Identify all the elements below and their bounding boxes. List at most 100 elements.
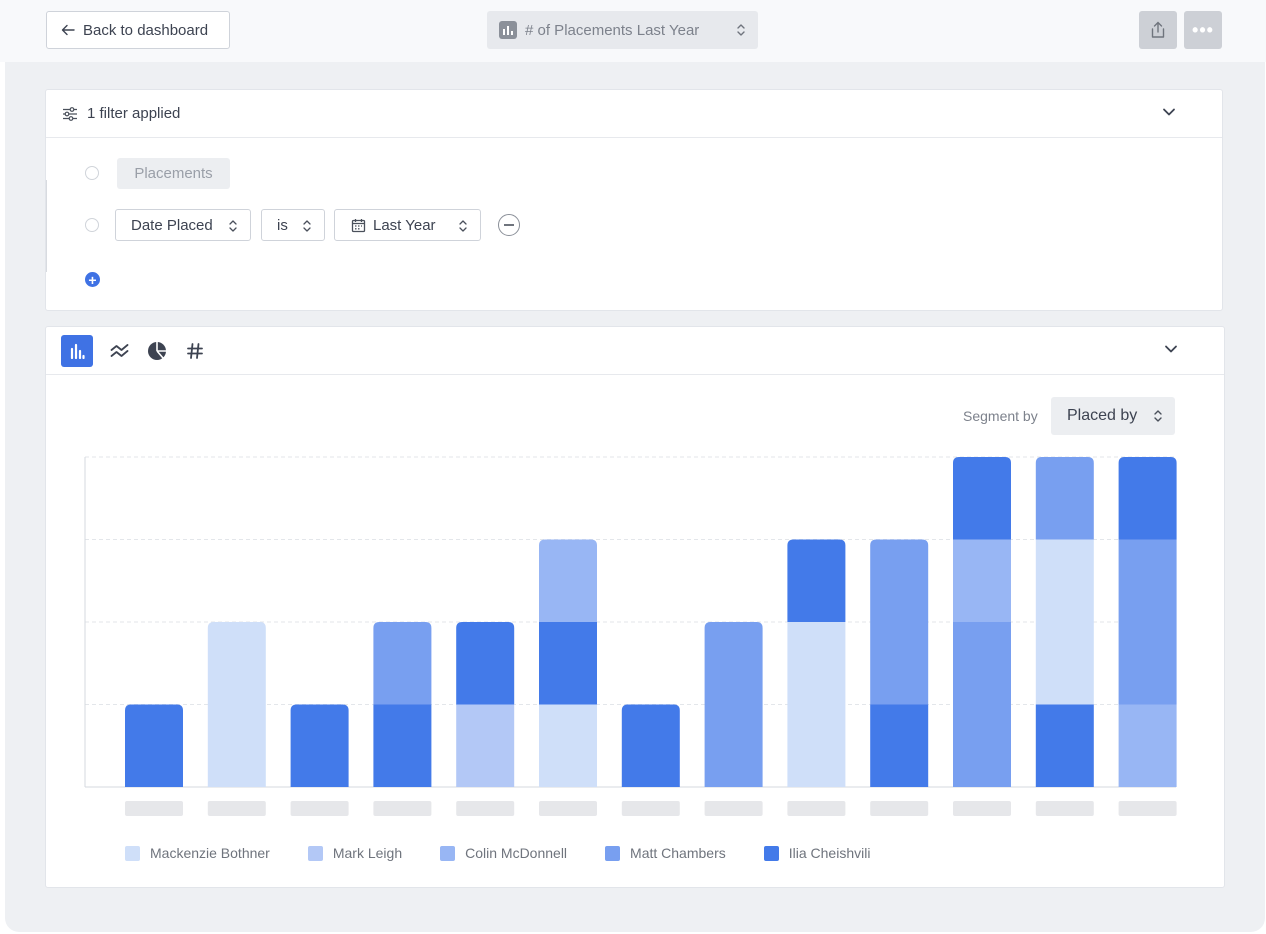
x-tick-label-placeholder xyxy=(125,801,183,816)
sliders-icon xyxy=(63,106,77,121)
x-tick-label-placeholder xyxy=(704,801,763,816)
chart-type-pie-button[interactable] xyxy=(141,335,173,367)
legend-label: Colin McDonnell xyxy=(465,845,568,861)
calendar-icon xyxy=(351,218,366,232)
segment-by-select[interactable]: Placed by xyxy=(1051,397,1175,435)
filter-value-label: Last Year xyxy=(373,216,436,234)
tree-node xyxy=(85,218,99,232)
bar-segment xyxy=(125,704,183,787)
bar-segment xyxy=(373,704,432,787)
back-button-label: Back to dashboard xyxy=(83,21,209,39)
chart-type-number-button[interactable] xyxy=(179,335,211,367)
number-icon xyxy=(187,343,203,359)
legend-swatch xyxy=(763,845,779,861)
bar-segment xyxy=(539,704,597,787)
bar-segment xyxy=(870,704,929,787)
bar-segment xyxy=(207,622,266,787)
bar-segment xyxy=(456,622,515,705)
bar-segment xyxy=(1118,457,1177,540)
bar-segment xyxy=(1035,704,1094,787)
segment-by-label: Segment by xyxy=(963,408,1038,424)
x-tick-label-placeholder xyxy=(539,801,597,816)
pie-chart-icon xyxy=(148,341,167,360)
filter-operator-label: is xyxy=(277,216,288,234)
entity-chip: Placements xyxy=(117,158,230,189)
more-options-button[interactable]: ••• xyxy=(1184,11,1222,49)
legend-swatch xyxy=(440,845,456,861)
top-bar: Back to dashboard # of Placements Last Y… xyxy=(0,0,1266,62)
chart-panel xyxy=(45,326,1225,888)
x-tick-label-placeholder xyxy=(953,801,1011,816)
filter-summary: 1 filter applied xyxy=(87,105,181,122)
x-tick-label-placeholder xyxy=(456,801,515,816)
chart-type-bar-button[interactable] xyxy=(61,335,93,367)
bar-segment xyxy=(539,622,597,705)
filters-header[interactable]: 1 filter applied xyxy=(46,90,1222,138)
legend-item: Mackenzie Bothner xyxy=(125,845,270,861)
filter-operator-select[interactable]: is xyxy=(261,209,325,241)
bar-chart-icon xyxy=(70,343,85,359)
x-tick-label-placeholder xyxy=(207,801,266,816)
minus-icon xyxy=(504,224,514,226)
x-tick-label-placeholder xyxy=(290,801,349,816)
updown-caret-icon xyxy=(459,220,467,232)
bar-segment xyxy=(456,704,515,787)
share-button[interactable] xyxy=(1139,11,1177,49)
updown-caret-icon xyxy=(1154,410,1162,422)
plus-icon: + xyxy=(88,271,97,288)
filter-field-label: Date Placed xyxy=(131,216,213,234)
x-tick-label-placeholder xyxy=(373,801,432,816)
report-title: # of Placements Last Year xyxy=(525,21,700,39)
chart-type-line-button[interactable] xyxy=(104,335,136,367)
x-tick-label-placeholder xyxy=(870,801,929,816)
legend-swatch xyxy=(307,845,323,861)
chevron-down-icon[interactable] xyxy=(1162,107,1176,117)
updown-caret-icon xyxy=(229,220,237,232)
x-tick-label-placeholder xyxy=(787,801,846,816)
report-selector[interactable]: # of Placements Last Year xyxy=(487,11,758,49)
legend-item: Matt Chambers xyxy=(605,845,726,861)
bar-segment xyxy=(1035,457,1094,540)
chart-legend: Mackenzie Bothner Mark Leigh Colin McDonne… xyxy=(125,845,908,861)
line-chart-icon xyxy=(110,344,129,357)
share-icon xyxy=(1151,21,1165,38)
filter-value-select[interactable]: Last Year xyxy=(334,209,481,241)
bar-segment xyxy=(953,622,1011,787)
legend-item: Ilia Cheishvili xyxy=(763,845,870,861)
chevron-down-icon[interactable] xyxy=(1164,344,1178,354)
bar-segment xyxy=(953,539,1011,622)
legend-swatch xyxy=(605,845,621,861)
bar-segment xyxy=(704,622,763,787)
legend-swatch xyxy=(125,845,140,861)
updown-caret-icon xyxy=(303,220,311,232)
filters-panel: 1 filter applied xyxy=(45,89,1223,311)
bar-chart-icon xyxy=(499,21,517,39)
remove-filter-button[interactable] xyxy=(498,214,520,236)
x-tick-label-placeholder xyxy=(621,801,680,816)
legend-label: Mark Leigh xyxy=(332,845,403,861)
bar-segment xyxy=(1035,539,1094,705)
bar-segment xyxy=(290,704,349,787)
bar-segment xyxy=(870,539,929,705)
bar-segment xyxy=(539,539,597,622)
arrow-left-icon xyxy=(61,24,75,36)
legend-item: Colin McDonnell xyxy=(440,845,567,861)
filter-tree-line xyxy=(46,180,47,272)
filter-field-select[interactable]: Date Placed xyxy=(115,209,251,241)
bar-segment xyxy=(953,457,1011,540)
more-icon: ••• xyxy=(1192,20,1214,40)
chart-toolbar xyxy=(46,327,1224,375)
bar-segment xyxy=(1118,704,1177,787)
legend-label: Mackenzie Bothner xyxy=(150,845,270,861)
add-filter-button[interactable]: + xyxy=(85,272,100,287)
legend-item: Mark Leigh xyxy=(307,845,403,861)
bar-segment xyxy=(787,622,846,787)
updown-caret-icon xyxy=(737,24,745,36)
x-tick-label-placeholder xyxy=(1035,801,1094,816)
segment-by-value: Placed by xyxy=(1067,407,1138,424)
bar-segment xyxy=(787,539,846,622)
back-to-dashboard-button[interactable]: Back to dashboard xyxy=(46,11,230,49)
bar-segment xyxy=(621,704,680,787)
tree-node xyxy=(85,166,99,180)
